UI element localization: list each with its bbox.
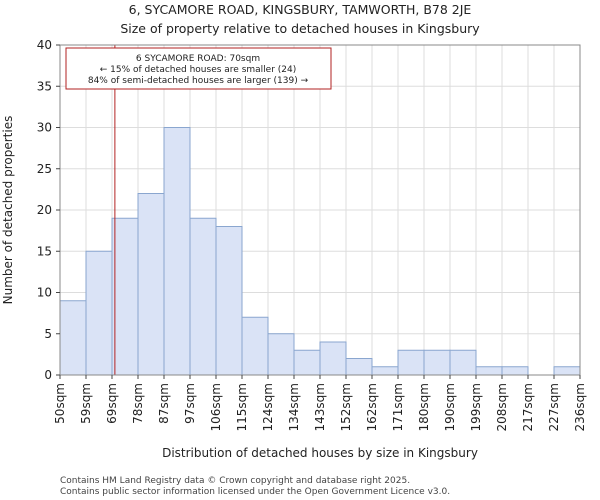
bar-152sqm xyxy=(345,358,373,376)
x-tick-label-180sqm: 180sqm xyxy=(417,383,431,431)
x-tick-label-87sqm: 87sqm xyxy=(157,383,171,424)
bar-162sqm xyxy=(371,366,399,376)
y-tick-label-35: 35 xyxy=(37,79,52,93)
y-tick-label-15: 15 xyxy=(37,244,52,258)
x-tick-label-171sqm: 171sqm xyxy=(391,383,405,431)
y-tick-label-25: 25 xyxy=(37,162,52,176)
x-tick-label-199sqm: 199sqm xyxy=(469,383,483,431)
y-tick-label-40: 40 xyxy=(37,38,52,52)
annotation-line-3: 84% of semi-detached houses are larger (… xyxy=(88,76,309,86)
bar-69sqm xyxy=(111,217,139,376)
x-tick-label-106sqm: 106sqm xyxy=(209,383,223,431)
bar-134sqm xyxy=(293,349,321,376)
bar-180sqm xyxy=(423,349,451,376)
bar-59sqm xyxy=(85,250,113,376)
bar-208sqm xyxy=(501,366,529,376)
chart-subtitle: Size of property relative to detached ho… xyxy=(120,21,480,36)
x-tick-label-97sqm: 97sqm xyxy=(183,383,197,424)
bars xyxy=(59,127,581,376)
annotation-rect xyxy=(65,47,332,90)
bar-50sqm xyxy=(59,300,87,376)
x-tick-labels: 50sqm 59sqm 69sqm 78sqm 87sqm 97sqm 106sqm 115s… xyxy=(53,375,587,431)
bar-124sqm xyxy=(267,333,295,376)
bar-199sqm xyxy=(475,366,503,376)
x-tick-label-134sqm: 134sqm xyxy=(287,383,301,431)
y-axis-label: Number of detached properties xyxy=(1,116,15,305)
bar-78sqm xyxy=(137,193,165,376)
x-axis-label: Distribution of detached houses by size … xyxy=(162,446,478,460)
x-tick-label-59sqm: 59sqm xyxy=(79,383,93,424)
x-tick-label-152sqm: 152sqm xyxy=(339,383,353,431)
annotation-line-2: ← 15% of detached houses are smaller (24… xyxy=(100,65,297,75)
x-tick-label-227sqm: 227sqm xyxy=(547,383,561,431)
bar-171sqm xyxy=(397,349,425,376)
bar-115sqm xyxy=(241,316,269,376)
bar-190sqm xyxy=(449,349,477,376)
bar-97sqm xyxy=(189,217,217,376)
x-tick-label-217sqm: 217sqm xyxy=(521,383,535,431)
x-tick-label-124sqm: 124sqm xyxy=(261,383,275,431)
chart-title: 6, SYCAMORE ROAD, KINGSBURY, TAMWORTH, B… xyxy=(129,2,472,17)
x-tick-label-236sqm: 236sqm xyxy=(573,383,587,431)
bar-227sqm xyxy=(553,366,581,376)
y-tick-label-0: 0 xyxy=(44,368,52,382)
x-tick-label-69sqm: 69sqm xyxy=(105,383,119,424)
annotation-line-1: 6 SYCAMORE ROAD: 70sqm xyxy=(136,54,260,64)
y-tick-label-5: 5 xyxy=(44,327,52,341)
y-tick-label-10: 10 xyxy=(37,286,52,300)
x-tick-label-115sqm: 115sqm xyxy=(235,383,249,431)
y-tick-label-20: 20 xyxy=(37,203,52,217)
footer-line-2: Contains public sector information licen… xyxy=(60,487,450,497)
x-tick-label-190sqm: 190sqm xyxy=(443,383,457,431)
annotation-box: 6 SYCAMORE ROAD: 70sqm ← 15% of detached… xyxy=(65,47,332,90)
bar-143sqm xyxy=(319,341,347,376)
x-tick-label-50sqm: 50sqm xyxy=(53,383,67,424)
x-tick-label-208sqm: 208sqm xyxy=(495,383,509,431)
x-tick-label-162sqm: 162sqm xyxy=(365,383,379,431)
footer-line-1: Contains HM Land Registry data © Crown c… xyxy=(60,476,410,486)
bar-106sqm xyxy=(215,226,243,376)
y-tick-labels: 0 5 10 15 20 25 30 35 40 xyxy=(37,38,60,382)
bar-87sqm xyxy=(163,127,191,376)
x-tick-label-78sqm: 78sqm xyxy=(131,383,145,424)
y-tick-label-30: 30 xyxy=(37,121,52,135)
x-tick-label-143sqm: 143sqm xyxy=(313,383,327,431)
